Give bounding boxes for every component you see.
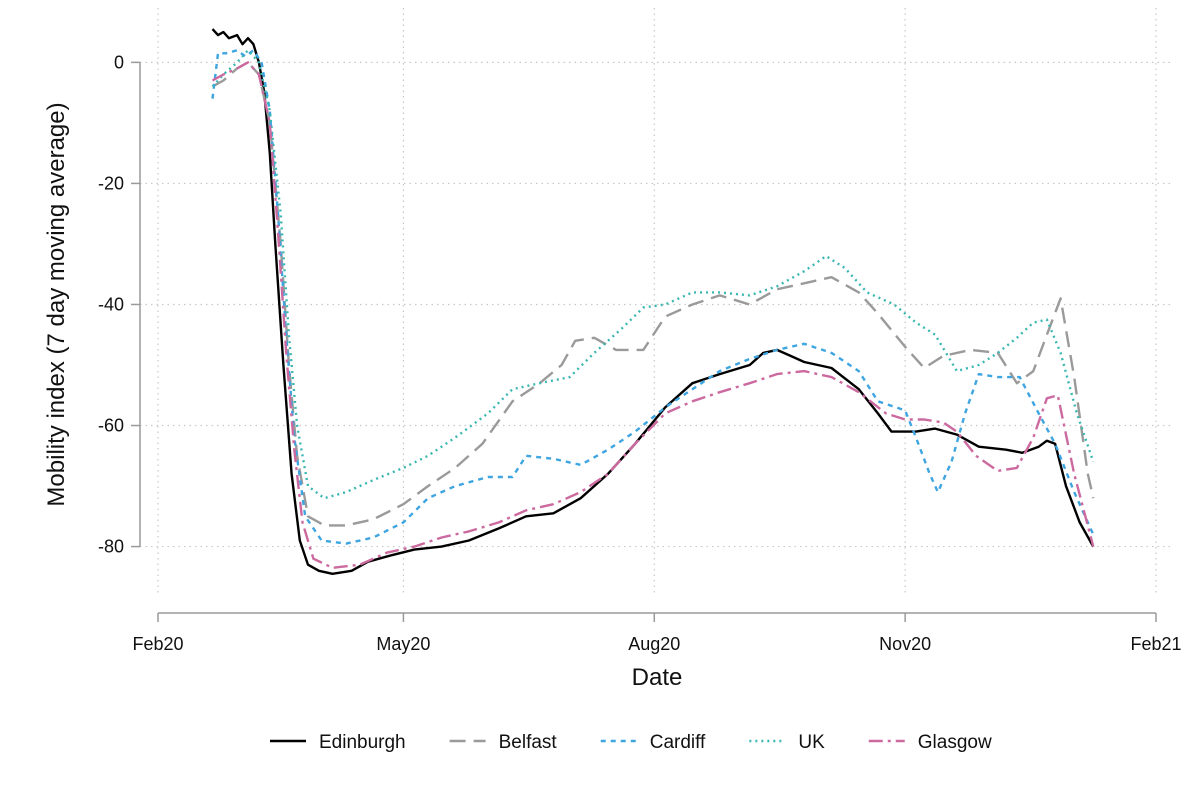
series-line-belfast [211,61,1095,527]
legend-item-belfast: Belfast [449,732,558,753]
y-tick-label: -20 [98,173,124,193]
legend-label: Cardiff [650,732,706,753]
y-tick-label: -40 [98,294,124,314]
y-axis-title: Mobility index (7 day moving average) [43,102,70,506]
y-tick-label: -60 [98,416,124,436]
series-line-glasgow [211,61,1095,569]
legend-item-uk: UK [749,732,825,753]
series-line-cardiff [211,49,1095,545]
legend-label: UK [798,732,825,753]
x-tick-label: May20 [376,634,430,654]
series-lines [211,28,1095,575]
y-tick-label: -80 [98,537,124,557]
legend-label: Edinburgh [319,732,406,753]
legend-item-cardiff: Cardiff [600,732,706,753]
x-tick-label: Nov20 [879,634,931,654]
axes: 0 -20 -40 -60 -80 Feb20 May20 Aug20 Nov20 Feb21 [98,52,1182,654]
legend-item-glasgow: Glasgow [868,732,992,753]
legend: Edinburgh Belfast Cardiff UK Glasgow [270,732,992,753]
x-axis-title: Date [632,664,683,691]
legend-item-edinburgh: Edinburgh [270,732,406,753]
y-tick-label: 0 [114,52,124,72]
legend-label: Belfast [499,732,558,753]
x-tick-label: Aug20 [628,634,680,654]
legend-label: Glasgow [918,732,992,753]
x-tick-label: Feb20 [132,634,183,654]
x-tick-label: Feb21 [1130,634,1181,654]
gridlines [140,8,1172,595]
